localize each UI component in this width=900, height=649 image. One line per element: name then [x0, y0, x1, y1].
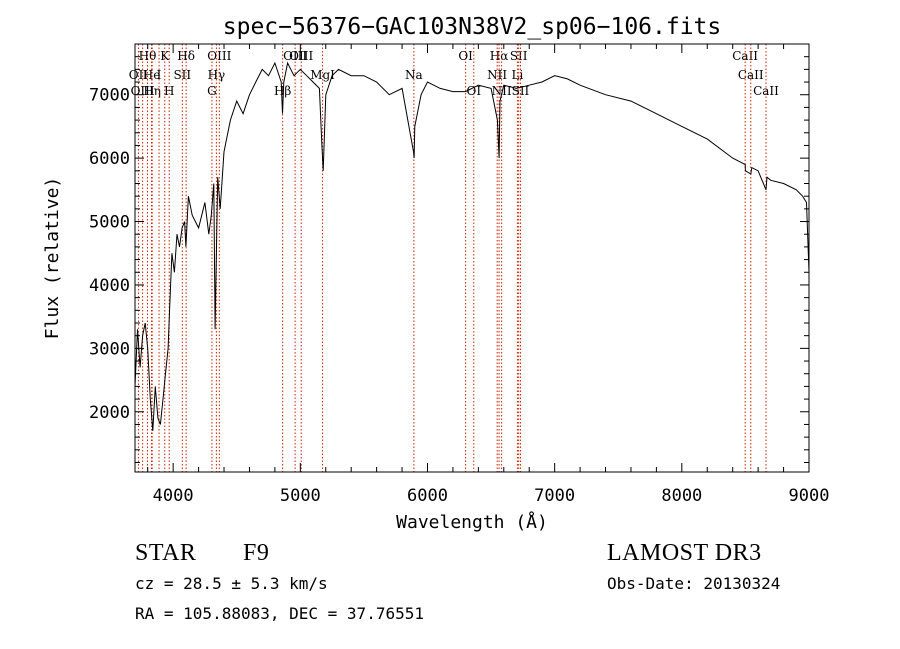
y-tick-label: 5000 — [89, 213, 130, 233]
y-tick-label: 2000 — [89, 403, 130, 423]
coordinates: RA = 105.88083, DEC = 37.76551 — [135, 604, 424, 623]
plot-frame — [134, 43, 810, 473]
spectrum-line — [134, 61, 810, 431]
spectral-line-label: OIII — [207, 49, 231, 63]
y-tick-label: 6000 — [89, 149, 130, 169]
spectral-line-label: NII — [492, 84, 512, 98]
spectral-line-label: SII — [173, 68, 191, 82]
spectral-line-label: OI — [458, 49, 473, 63]
spectral-line-label: MgI — [310, 68, 335, 82]
x-tick-label: 5000 — [280, 486, 321, 506]
y-axis: 2000 3000 4000 5000 6000 7000 — [89, 56, 809, 463]
spectral-line-label: Hδ — [177, 49, 195, 63]
spectral-line-label: Na — [405, 68, 423, 82]
spectral-line-label: SII — [510, 49, 528, 63]
spectral-line-label: Hα — [490, 49, 509, 63]
spectral-line-label: SII — [512, 84, 530, 98]
observation-date: Obs-Date: 20130324 — [607, 574, 781, 593]
y-tick-label: 7000 — [89, 86, 130, 106]
spectral-line-label: CaII — [753, 84, 779, 98]
spectral-line-label: CaII — [732, 49, 758, 63]
spectral-line-label: OI — [466, 84, 481, 98]
spectral-line-label: Hβ — [274, 84, 291, 98]
chart-title: spec−56376−GAC103N38V2_sp06−106.fits — [223, 14, 722, 40]
y-tick-label: 4000 — [89, 276, 130, 296]
spectral-line-label: Hγ — [208, 68, 226, 82]
spectral-line-label: H — [164, 84, 174, 98]
x-tick-label: 6000 — [407, 486, 448, 506]
x-tick-label: 7000 — [534, 486, 575, 506]
spectral-line-label: OII — [129, 68, 149, 82]
spectral-line-label: Hη — [143, 84, 161, 98]
x-tick-label: 8000 — [661, 486, 702, 506]
x-tick-label: 9000 — [789, 486, 830, 506]
spectral-line-label: G — [207, 84, 217, 98]
x-axis-label: Wavelength (Å) — [396, 511, 548, 533]
spectral-line-label: CaII — [738, 68, 764, 82]
y-axis-label: Flux (relative) — [42, 177, 63, 340]
object-class: STAR — [135, 540, 197, 566]
y-tick-label: 3000 — [89, 339, 130, 359]
spectral-line-label: K — [160, 49, 170, 63]
x-tick-label: 4000 — [153, 486, 194, 506]
spectral-line-label: I — [157, 68, 162, 82]
spectral-line-label: Hθ — [139, 49, 157, 63]
spectral-line-label: NII — [487, 68, 507, 82]
survey-name: LAMOST DR3 — [607, 540, 762, 566]
spectral-line-label: He — [143, 68, 161, 82]
x-axis: 4000 5000 6000 7000 8000 9000 — [147, 44, 830, 506]
spectral-line-label: Li — [511, 68, 523, 82]
spectral-line-label: OIII — [289, 49, 313, 63]
redshift-velocity: cz = 28.5 ± 5.3 km/s — [135, 574, 328, 593]
object-subclass: F9 — [243, 540, 270, 566]
